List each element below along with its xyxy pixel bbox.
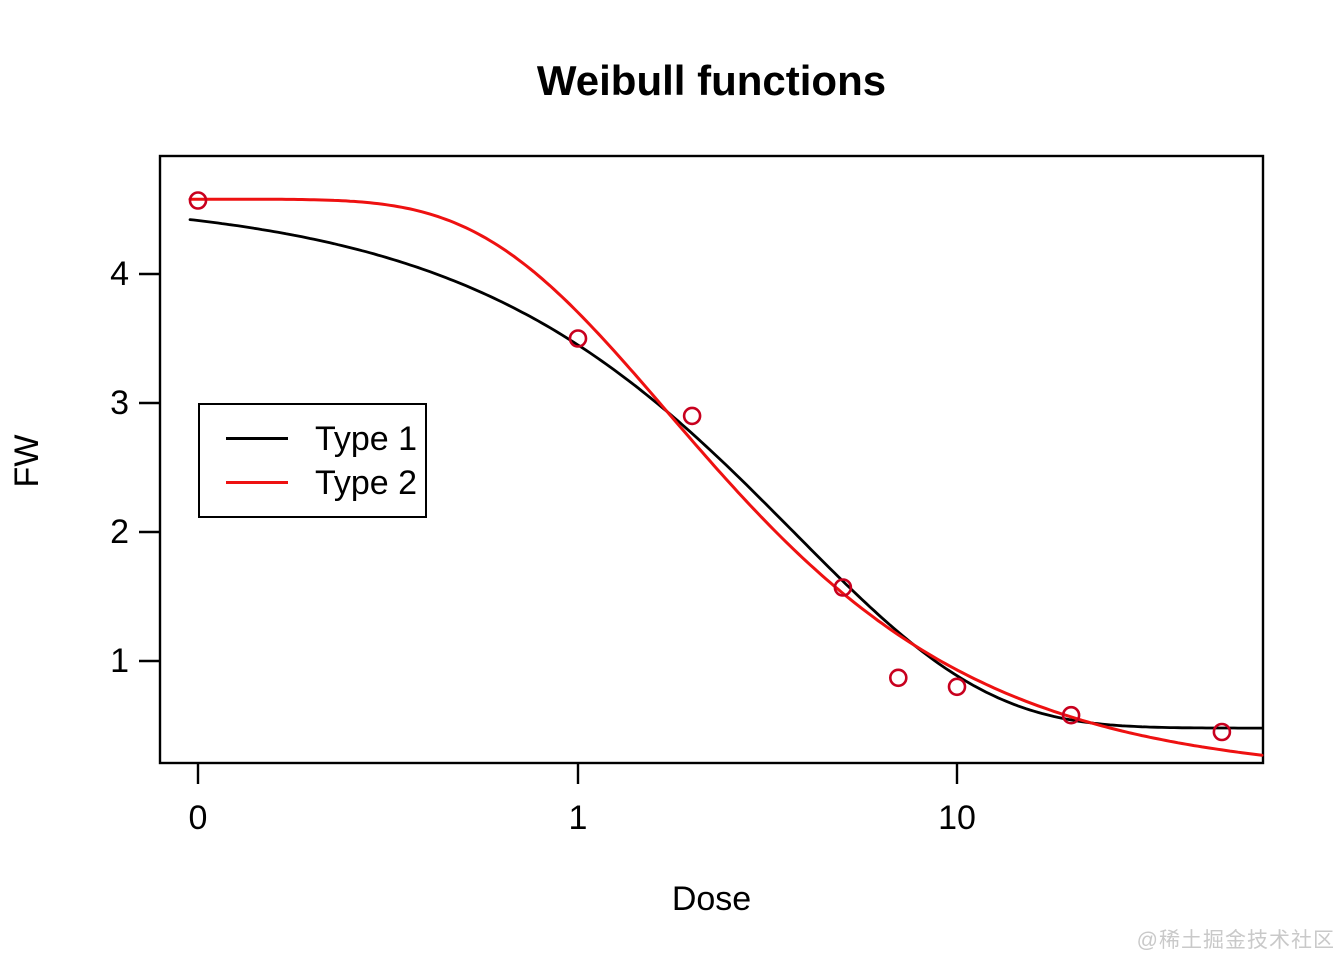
data-point-circle (568, 329, 588, 348)
data-point-circle (1212, 722, 1232, 742)
x-tick-label: 10 (938, 799, 976, 837)
type1-line-swatch (226, 437, 288, 440)
data-points (188, 191, 1232, 742)
chart-title: Weibull functions (536, 57, 887, 104)
data-point-circle (188, 191, 208, 210)
y-tick-label: 1 (110, 642, 129, 680)
x-axis-ticks (196, 763, 959, 784)
legend-box: Type 1 Type 2 (198, 403, 427, 518)
legend-item-type2: Type 2 (226, 464, 425, 502)
legend-label-type2: Type 2 (315, 463, 418, 502)
x-axis-title: Dose (671, 880, 752, 918)
data-point-circle (888, 668, 908, 688)
type2-line-swatch (226, 481, 288, 484)
data-point-circle (833, 578, 853, 597)
legend-item-type1: Type 1 (226, 420, 425, 458)
x-tick-label: 0 (188, 799, 208, 837)
type2-curve (188, 197, 1264, 757)
data-point-circle (682, 406, 702, 426)
legend-label-type1: Type 1 (315, 419, 418, 458)
plot-border (158, 154, 1265, 765)
x-tick-label: 1 (568, 799, 588, 837)
y-tick-label: 4 (110, 255, 129, 293)
y-axis-ticks (139, 272, 160, 663)
watermark: @稀土掘金技术社区 (1136, 929, 1335, 952)
y-tick-label: 2 (110, 513, 129, 551)
y-tick-label: 3 (110, 384, 129, 422)
y-axis-title: FW (8, 434, 46, 488)
data-point-circle (947, 677, 967, 697)
data-point-circle (1061, 705, 1081, 725)
